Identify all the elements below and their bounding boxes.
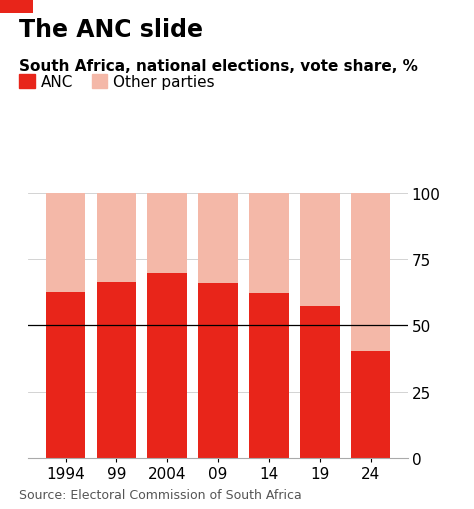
Bar <box>147 274 187 458</box>
Legend: ANC, Other parties: ANC, Other parties <box>13 69 221 96</box>
Bar <box>46 193 85 292</box>
Bar <box>249 193 289 294</box>
Bar <box>198 284 238 458</box>
Bar <box>97 282 136 458</box>
Bar <box>97 193 136 282</box>
Bar <box>351 352 391 458</box>
Bar <box>46 292 85 458</box>
Bar <box>147 193 187 274</box>
Bar <box>300 193 339 306</box>
Text: Source: Electoral Commission of South Africa: Source: Electoral Commission of South Af… <box>19 489 302 501</box>
Bar <box>300 306 339 458</box>
Bar <box>351 193 391 352</box>
Bar <box>249 294 289 458</box>
Text: South Africa, national elections, vote share, %: South Africa, national elections, vote s… <box>19 59 418 73</box>
Bar <box>198 193 238 284</box>
Text: The ANC slide: The ANC slide <box>19 18 203 42</box>
